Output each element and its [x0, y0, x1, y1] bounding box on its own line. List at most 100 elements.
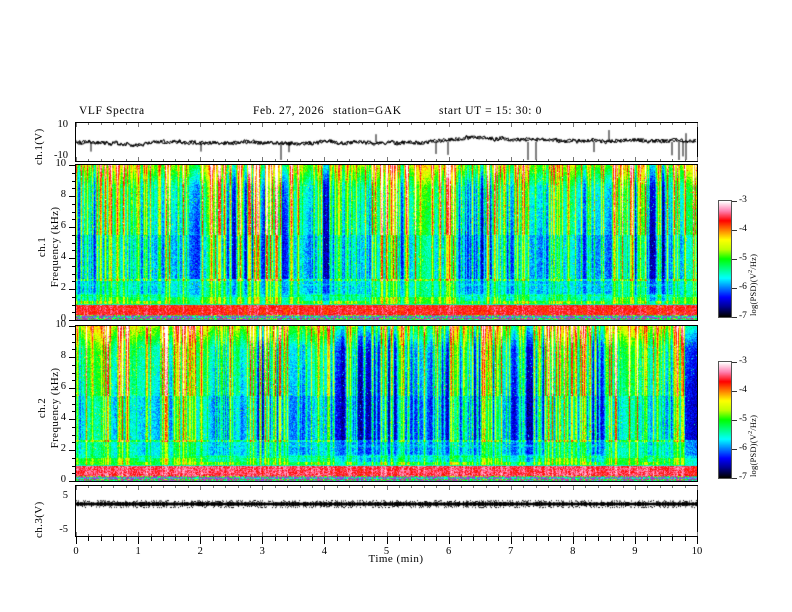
colorbar-tick [732, 449, 737, 450]
spectrogram-ytick-minor [72, 442, 76, 444]
panel1-inner-tick [200, 123, 202, 127]
panel1-inner-tick [100, 123, 102, 126]
colorbar-tick-label: -7 [739, 311, 747, 321]
panel1-inner-tick [411, 123, 413, 126]
panel1-inner-tick [610, 158, 612, 161]
colorbar-tick-label: -4 [739, 385, 747, 395]
panel1-inner-tick [622, 123, 624, 126]
panel1-inner-tick [88, 123, 90, 126]
panel1-inner-tick [448, 157, 450, 161]
colorbar-ch1-gradient [719, 201, 731, 317]
colorbar-tick [732, 391, 737, 392]
spectrogram-ytick [69, 481, 76, 482]
panel1-inner-tick [672, 158, 674, 161]
panel4-inner-tick [684, 533, 686, 536]
panel4-inner-tick [212, 486, 214, 489]
ch1-waveform-trace [76, 123, 697, 161]
panel4-inner-tick [88, 533, 90, 536]
x-axis-tick-minor [336, 537, 338, 541]
panel1-inner-tick [125, 123, 127, 126]
panel4-inner-tick [697, 532, 698, 536]
panel1-inner-tick [76, 123, 77, 127]
x-axis-tick-label: 2 [197, 546, 203, 557]
panel4-inner-tick [386, 532, 388, 536]
panel1-inner-tick [299, 123, 301, 126]
panel4-inner-tick [125, 486, 127, 489]
panel1-inner-tick [237, 158, 239, 161]
spectrogram-ytick [69, 326, 76, 327]
panel1-inner-tick [312, 158, 313, 161]
panel1-inner-tick [473, 158, 475, 161]
ch2-spectrogram-axis-title-line2: Frequency (kHz) [49, 367, 61, 449]
x-axis-tick-minor [523, 537, 525, 541]
x-axis-tick [634, 537, 636, 544]
panel4-inner-tick [299, 533, 301, 536]
panel1-inner-tick [684, 123, 686, 126]
x-axis-tick-minor [585, 537, 587, 541]
panel1-inner-tick [150, 123, 152, 126]
panel1-inner-tick [411, 158, 413, 161]
spectrogram-ytick-minor [72, 265, 76, 267]
colorbar-tick [732, 478, 737, 479]
spectrogram-ytick-minor [72, 457, 76, 459]
spectrogram-ytick-label: 6 [60, 381, 66, 392]
spectrogram-ytick-minor [72, 312, 76, 314]
panel4-inner-tick [659, 533, 661, 536]
panel4-inner-tick [187, 486, 189, 489]
panel1-inner-tick [274, 123, 276, 126]
panel1-inner-tick [225, 158, 226, 161]
panel1-inner-tick [560, 158, 562, 161]
panel4-inner-tick [473, 533, 475, 536]
panel4-inner-tick [200, 486, 202, 490]
colorbar-tick-label: -3 [739, 195, 747, 205]
x-axis-tick-minor [249, 537, 251, 541]
spectrogram-ytick-label: 8 [60, 189, 66, 200]
colorbar-tick-label: -7 [739, 472, 747, 482]
panel4-inner-tick [312, 486, 313, 489]
ch3-ytick-pos: 5 [62, 490, 68, 501]
x-axis-tick-label: 8 [570, 546, 576, 557]
panel4-inner-tick [361, 533, 363, 536]
colorbar-ch2 [718, 361, 732, 479]
panel1-inner-tick [597, 123, 599, 126]
panel1-inner-tick [386, 157, 388, 161]
spectrogram-ytick [69, 258, 76, 259]
panel1-inner-tick [485, 158, 487, 161]
panel1-inner-tick [473, 123, 475, 126]
spectrogram-ytick-minor [72, 296, 76, 298]
spectrogram-ytick-label: 8 [60, 350, 66, 361]
panel4-inner-tick [274, 533, 276, 536]
panel4-inner-tick [622, 533, 624, 536]
panel1-inner-tick [162, 158, 164, 161]
panel4-inner-tick [249, 533, 251, 536]
panel1-inner-tick [175, 158, 177, 161]
panel1-inner-tick [634, 157, 636, 161]
x-axis-tick-minor [461, 537, 462, 541]
spectrogram-ytick-minor [72, 333, 76, 335]
panel1-inner-tick [398, 158, 400, 161]
x-axis-tick-minor [622, 537, 624, 541]
panel4-inner-tick [76, 486, 77, 490]
panel1-inner-tick [349, 158, 351, 161]
spectrogram-ytick [69, 289, 76, 290]
x-axis-tick-minor [113, 537, 115, 541]
colorbar-ch2-gradient [719, 362, 731, 478]
x-axis-tick [262, 537, 264, 544]
colorbar-tick [732, 259, 737, 260]
panel4-inner-tick [225, 486, 226, 489]
x-axis-title: Time (min) [368, 553, 424, 565]
spectrogram-ytick-label: 10 [55, 158, 67, 169]
spectrogram-ytick-label: 2 [60, 282, 66, 293]
panel4-inner-tick [336, 533, 338, 536]
panel4-inner-tick [647, 486, 649, 489]
panel1-inner-tick [585, 123, 587, 126]
panel1-inner-tick [659, 123, 661, 126]
panel4-inner-tick [473, 486, 475, 489]
x-axis-tick-minor [473, 537, 475, 541]
panel4-inner-tick [312, 533, 313, 536]
x-axis-tick-minor [88, 537, 90, 541]
panel1-inner-tick [622, 158, 624, 161]
x-axis-tick-label: 6 [445, 546, 452, 557]
x-axis-tick-minor [684, 537, 686, 541]
spectrogram-ytick-minor [72, 281, 76, 283]
